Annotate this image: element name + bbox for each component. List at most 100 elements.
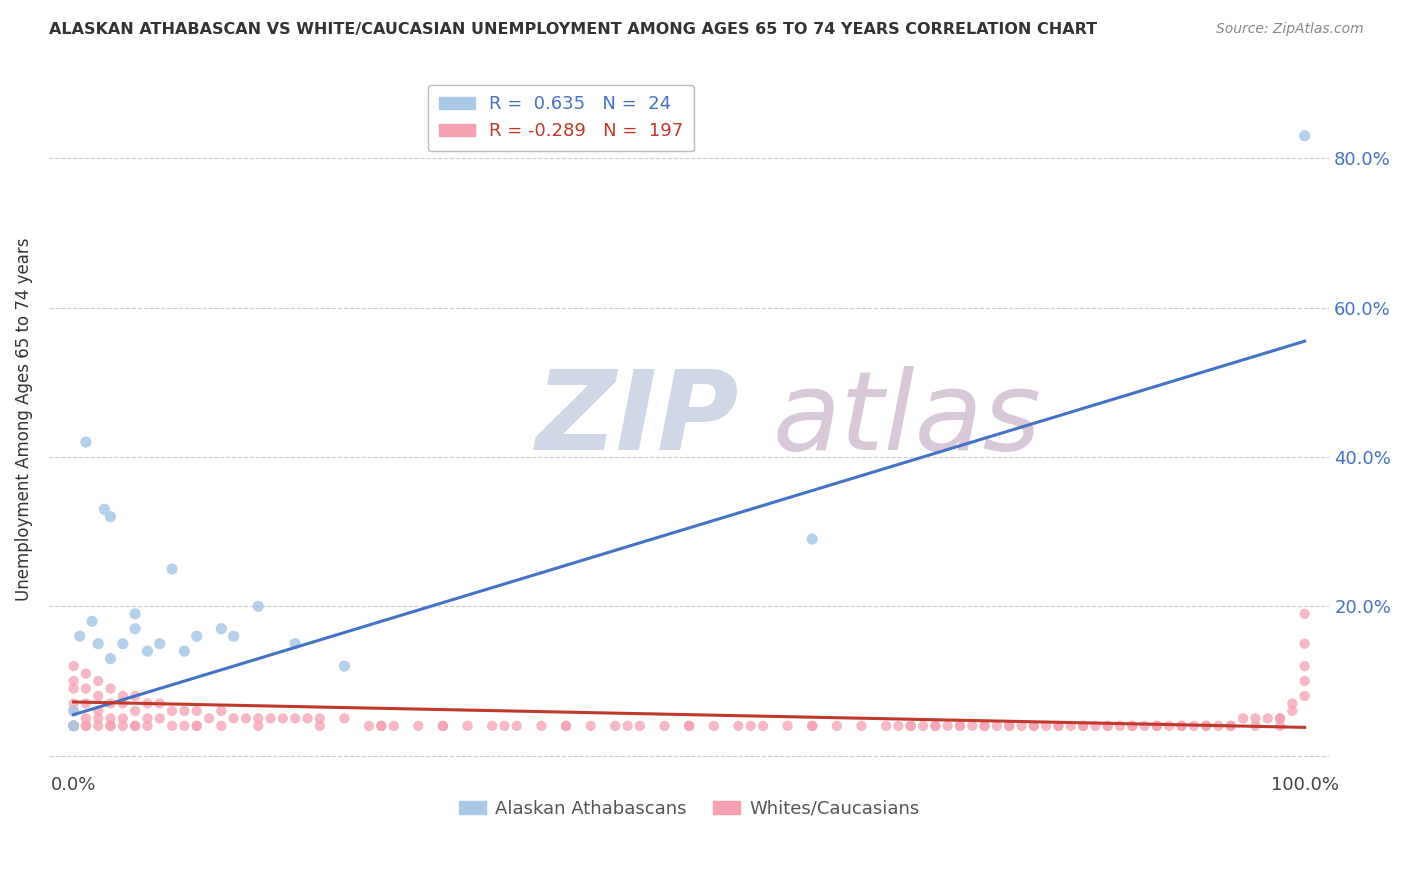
Point — [62, 719, 84, 733]
Point — [75, 435, 97, 450]
Point — [986, 719, 1008, 733]
Point — [62, 719, 84, 733]
Point — [62, 719, 84, 733]
Point — [924, 719, 946, 733]
Point — [62, 719, 84, 733]
Point — [1071, 719, 1094, 733]
Point — [198, 711, 221, 725]
Point — [62, 719, 84, 733]
Point — [111, 697, 134, 711]
Point — [973, 719, 995, 733]
Point — [100, 711, 122, 725]
Point — [1232, 711, 1254, 725]
Point — [1268, 719, 1291, 733]
Point — [678, 719, 700, 733]
Point — [875, 719, 897, 733]
Point — [100, 719, 122, 733]
Point — [408, 719, 430, 733]
Point — [62, 719, 84, 733]
Point — [1294, 674, 1316, 689]
Point — [62, 719, 84, 733]
Point — [62, 659, 84, 673]
Point — [62, 719, 84, 733]
Point — [1195, 719, 1218, 733]
Point — [136, 711, 159, 725]
Point — [124, 719, 146, 733]
Legend: Alaskan Athabascans, Whites/Caucasians: Alaskan Athabascans, Whites/Caucasians — [451, 792, 927, 825]
Point — [370, 719, 392, 733]
Point — [801, 719, 824, 733]
Point — [1195, 719, 1218, 733]
Point — [75, 719, 97, 733]
Point — [259, 711, 281, 725]
Point — [616, 719, 638, 733]
Point — [136, 697, 159, 711]
Point — [62, 719, 84, 733]
Point — [62, 719, 84, 733]
Point — [1219, 719, 1241, 733]
Point — [727, 719, 749, 733]
Point — [111, 637, 134, 651]
Point — [1170, 719, 1192, 733]
Point — [308, 719, 330, 733]
Point — [160, 719, 183, 733]
Point — [62, 719, 84, 733]
Text: ZIP: ZIP — [536, 366, 740, 473]
Point — [124, 719, 146, 733]
Point — [100, 719, 122, 733]
Point — [62, 719, 84, 733]
Point — [506, 719, 529, 733]
Point — [998, 719, 1021, 733]
Point — [801, 532, 824, 546]
Point — [1219, 719, 1241, 733]
Point — [62, 719, 84, 733]
Point — [75, 681, 97, 696]
Point — [555, 719, 578, 733]
Point — [1060, 719, 1083, 733]
Point — [62, 719, 84, 733]
Point — [432, 719, 454, 733]
Point — [160, 562, 183, 576]
Point — [1244, 719, 1267, 733]
Point — [1244, 711, 1267, 725]
Point — [173, 719, 195, 733]
Point — [62, 719, 84, 733]
Point — [87, 674, 110, 689]
Point — [149, 697, 172, 711]
Point — [62, 719, 84, 733]
Point — [87, 637, 110, 651]
Point — [111, 711, 134, 725]
Point — [333, 711, 356, 725]
Point — [1182, 719, 1205, 733]
Point — [124, 689, 146, 703]
Point — [605, 719, 627, 733]
Point — [222, 711, 245, 725]
Point — [1047, 719, 1070, 733]
Point — [62, 719, 84, 733]
Point — [949, 719, 972, 733]
Point — [160, 704, 183, 718]
Point — [308, 711, 330, 725]
Point — [62, 719, 84, 733]
Point — [186, 704, 208, 718]
Point — [209, 704, 232, 718]
Point — [1294, 637, 1316, 651]
Point — [382, 719, 405, 733]
Point — [62, 719, 84, 733]
Point — [62, 719, 84, 733]
Point — [149, 637, 172, 651]
Point — [1281, 697, 1303, 711]
Point — [100, 651, 122, 665]
Point — [75, 711, 97, 725]
Point — [949, 719, 972, 733]
Point — [900, 719, 922, 733]
Point — [924, 719, 946, 733]
Point — [124, 622, 146, 636]
Point — [136, 719, 159, 733]
Point — [75, 666, 97, 681]
Point — [136, 644, 159, 658]
Point — [124, 704, 146, 718]
Point — [1011, 719, 1033, 733]
Point — [62, 697, 84, 711]
Point — [62, 674, 84, 689]
